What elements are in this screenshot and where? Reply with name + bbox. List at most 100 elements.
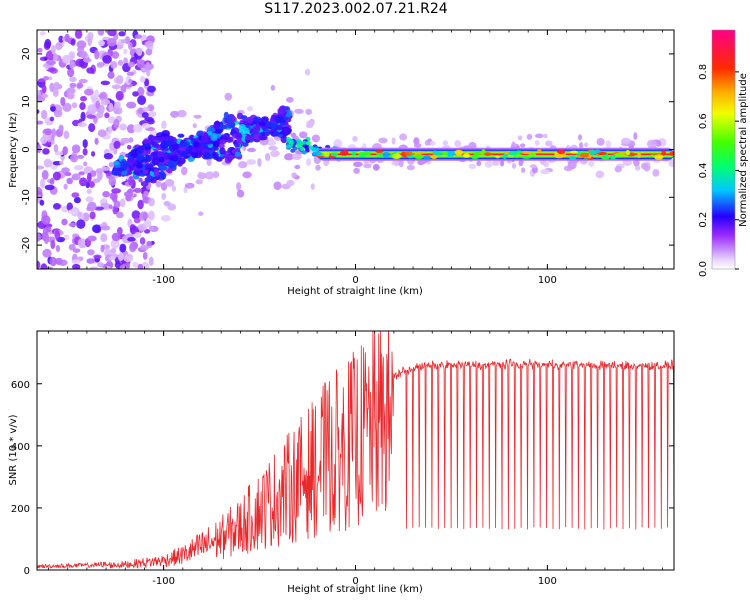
spectrogram-cell [116,226,123,236]
spectrogram-cell [511,162,517,169]
spectrogram-cell [299,146,305,151]
spectrogram-cell [111,188,121,194]
spectrogram-cell [401,151,406,156]
spectrogram-cell [568,155,577,160]
spectrogram-cell [139,211,149,220]
snr-series-line [37,331,674,570]
spectrogram-cell [86,114,96,119]
spectrogram-cell [127,188,135,193]
spectrogram-cell [70,38,76,46]
spectrogram-cell [119,243,127,253]
spectrogram-cell [424,139,430,146]
spectrogram-cell [49,82,55,92]
y-tick-label: -10 [21,189,32,205]
spectrogram-cell [534,133,544,139]
spectrogram-cell [252,125,261,133]
snr-plot-area [37,331,674,570]
spectrogram-cell [508,150,518,156]
spectrogram-cell [135,47,143,55]
spectrogram-cell [144,143,151,148]
spectrogram-cell [100,233,108,243]
spectrogram-cell [543,133,548,139]
spectrogram-cell [53,144,59,153]
spectrogram-cell [304,145,310,150]
spectrogram-cell [63,234,70,241]
spectrogram-cell [119,264,127,269]
spectrogram-cell [454,149,464,156]
spectrogram-cell [69,76,77,82]
spectrogram-cell [351,151,356,156]
spectrogram-cell [655,140,662,147]
spectrogram-cell [556,149,566,155]
spectrogram-cell [352,136,358,142]
spectrogram-cell [61,167,70,173]
y-tick-label: 200 [11,504,30,515]
spectrogram-cell [268,146,278,151]
spectrogram-cell [215,128,222,134]
spectrogram-cell [483,152,493,156]
spectrogram-cell [115,90,124,101]
top-x-axis-label: Height of straight line (km) [287,286,423,297]
spectrogram-cell [235,132,242,139]
spectrogram-cell [68,243,76,251]
colorbar-tick-label: 0.4 [698,162,709,178]
spectrogram-cell [92,178,101,183]
spectrogram-cell [73,196,81,204]
spectrogram-cell [274,115,284,124]
spectrogram-cell [588,160,595,167]
spectrogram-cell [142,251,148,260]
spectrogram-cell [158,136,168,142]
spectrogram-cell [147,85,156,93]
spectrogram-cell [226,156,233,163]
spectrogram-cell [160,140,170,148]
spectrogram-cell [72,263,81,269]
y-tick-label: 0 [24,566,30,577]
spectrogram-cell [87,235,97,242]
spectrogram-cell [66,92,75,100]
spectrogram-cell [87,201,97,212]
spectrogram-cell [288,140,294,145]
spectrogram-cell [301,150,307,155]
spectrogram-cell [192,123,197,129]
spectrogram-cell [661,150,666,156]
spectrogram-cell [148,197,155,207]
spectrogram-cell [578,142,584,149]
spectrogram-cell [561,152,567,158]
spectrogram-cell [111,51,120,59]
x-tick-label: 0 [352,275,358,286]
x-tick-label: 100 [538,576,557,587]
spectrogram-cell [95,100,100,109]
colorbar-frame [711,29,736,270]
spectrogram-cell [52,171,61,181]
colorbar-label: Normalized spectral amplitude [738,73,749,227]
spectrogram-cell [636,153,642,159]
spectrogram-cell [145,48,153,56]
spectrogram-cell [134,34,143,39]
spectrogram-cell [40,263,48,269]
spectrogram-cell [67,209,78,215]
colorbar [712,30,735,269]
bottom-axes: -100 0 100 0 200 400 600 [11,331,674,587]
spectrogram-cell [147,135,157,141]
spectrogram-cell [625,149,631,156]
spectrogram-cell [212,170,220,179]
spectrogram-cell [161,120,167,130]
spectrogram-cell [554,153,564,159]
spectrogram-cell [146,240,152,247]
spectrogram-cell [139,172,146,177]
spectrogram-cell [102,54,112,64]
spectrogram-cell [294,164,301,170]
spectrogram-cell [220,136,229,141]
spectrogram-cell [42,248,52,258]
spectrogram-cell [94,206,105,211]
spectrogram-cell [107,126,113,135]
spectrogram-cell [134,232,142,238]
spectrogram-cell [177,133,185,138]
spectrogram-cell [136,59,147,69]
spectrogram-cell [71,259,81,265]
spectrogram-cell [143,138,151,145]
spectrogram-cell [49,177,55,185]
spectrogram-cell [180,166,188,176]
spectrogram-cell [242,171,252,179]
spectrogram-cell [148,210,155,221]
